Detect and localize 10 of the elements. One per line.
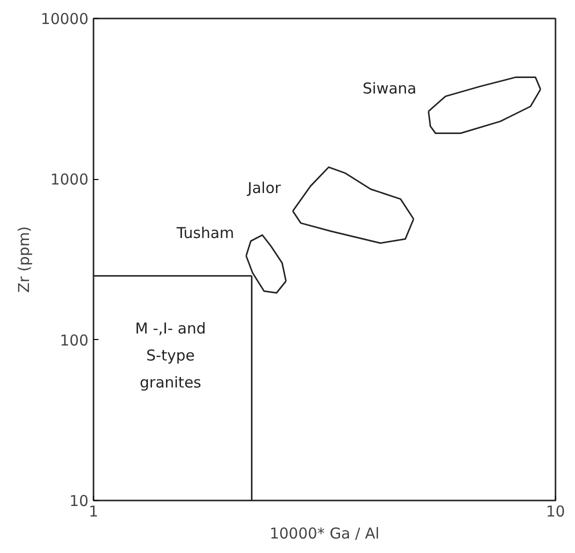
x-tick-label: 1: [88, 502, 98, 520]
y-axis-title: Zr (ppm): [14, 226, 33, 293]
x-axis-title: 10000* Ga / Al: [270, 524, 380, 542]
series-label: Tusham: [176, 224, 234, 242]
y-tick-label: 10000: [40, 10, 88, 28]
y-tick-label: 1000: [50, 170, 89, 189]
y-tick-label: 100: [60, 331, 89, 350]
series-label: Jalor: [246, 179, 282, 198]
series-label: Siwana: [362, 79, 417, 98]
annotation: M -,I- and S-type granites: [135, 320, 206, 392]
